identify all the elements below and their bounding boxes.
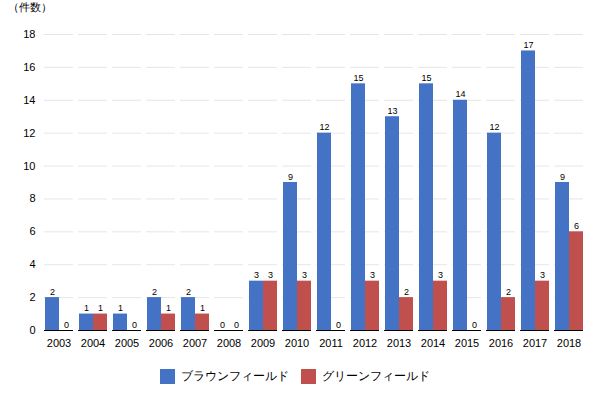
svg-text:1: 1: [166, 303, 171, 313]
svg-text:2008: 2008: [217, 337, 241, 349]
svg-text:6: 6: [29, 225, 35, 237]
svg-text:1: 1: [118, 303, 123, 313]
svg-text:3: 3: [438, 270, 443, 280]
svg-text:2: 2: [506, 287, 511, 297]
svg-text:14: 14: [455, 89, 465, 99]
svg-text:0: 0: [234, 320, 239, 330]
svg-text:2: 2: [186, 287, 191, 297]
svg-text:0: 0: [64, 320, 69, 330]
svg-text:14: 14: [23, 94, 35, 106]
svg-text:12: 12: [23, 127, 35, 139]
svg-text:1: 1: [84, 303, 89, 313]
svg-text:2004: 2004: [81, 337, 105, 349]
svg-text:2: 2: [152, 287, 157, 297]
svg-text:2: 2: [404, 287, 409, 297]
svg-text:2018: 2018: [557, 337, 581, 349]
svg-text:2012: 2012: [353, 337, 377, 349]
svg-text:0: 0: [336, 320, 341, 330]
svg-text:6: 6: [574, 221, 579, 231]
svg-text:1: 1: [200, 303, 205, 313]
svg-text:0: 0: [29, 324, 35, 336]
html-text:ブラウンフィールド: ブラウンフィールド: [180, 369, 289, 383]
svg-text:2010: 2010: [285, 337, 309, 349]
html-text:グリーンフィールド: グリーンフィールド: [321, 369, 430, 383]
svg-text:10: 10: [23, 160, 35, 172]
svg-text:2015: 2015: [455, 337, 479, 349]
svg-text:2011: 2011: [319, 337, 343, 349]
svg-text:9: 9: [288, 172, 293, 182]
svg-text:2: 2: [29, 291, 35, 303]
svg-text:（件数）: （件数）: [8, 1, 52, 13]
svg-text:18: 18: [23, 28, 35, 40]
svg-text:15: 15: [353, 73, 363, 83]
svg-text:2014: 2014: [421, 337, 445, 349]
svg-text:2006: 2006: [149, 337, 173, 349]
svg-text:3: 3: [370, 270, 375, 280]
svg-text:0: 0: [220, 320, 225, 330]
svg-text:2009: 2009: [251, 337, 275, 349]
svg-text:12: 12: [489, 122, 499, 132]
svg-text:2017: 2017: [523, 337, 547, 349]
svg-text:2005: 2005: [115, 337, 139, 349]
svg-text:2007: 2007: [183, 337, 207, 349]
svg-text:1: 1: [98, 303, 103, 313]
svg-text:3: 3: [254, 270, 259, 280]
svg-text:13: 13: [387, 106, 397, 116]
svg-text:2016: 2016: [489, 337, 513, 349]
svg-text:3: 3: [268, 270, 273, 280]
svg-text:4: 4: [29, 258, 35, 270]
svg-text:16: 16: [23, 61, 35, 73]
svg-text:2013: 2013: [387, 337, 411, 349]
svg-text:0: 0: [132, 320, 137, 330]
svg-text:8: 8: [29, 192, 35, 204]
svg-text:12: 12: [319, 122, 329, 132]
svg-text:15: 15: [421, 73, 431, 83]
svg-text:17: 17: [523, 40, 533, 50]
svg-text:0: 0: [472, 320, 477, 330]
svg-text:2003: 2003: [47, 337, 71, 349]
svg-text:3: 3: [302, 270, 307, 280]
svg-text:2: 2: [50, 287, 55, 297]
svg-text:3: 3: [540, 270, 545, 280]
svg-text:9: 9: [560, 172, 565, 182]
